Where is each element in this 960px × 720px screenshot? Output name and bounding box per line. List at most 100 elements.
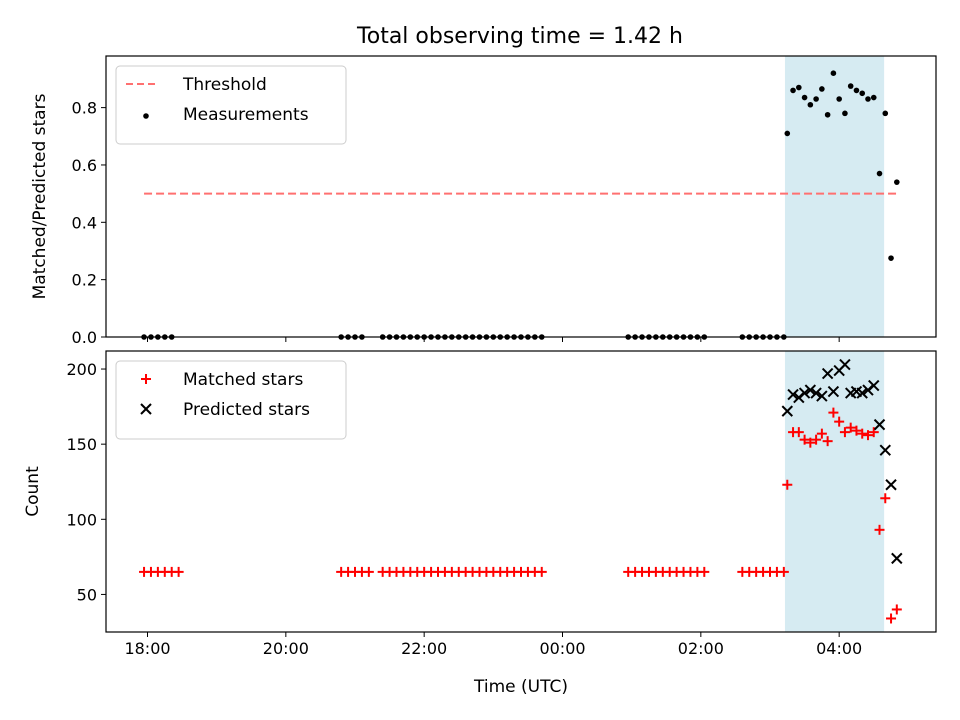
- measurement-point: [801, 94, 808, 101]
- measurement-point: [790, 87, 796, 94]
- measurement-point: [870, 94, 877, 101]
- marker-stroke: [873, 418, 886, 431]
- y-tick-label: 0.2: [72, 271, 97, 290]
- predicted-star-point: [816, 390, 828, 402]
- x-tick-label: 18:00: [124, 639, 170, 658]
- y-axis-label: Count: [23, 466, 43, 517]
- top-panel: 0.0 0.2 0.4 0.6 0.8 Matched/Predicted stars Th…: [30, 55, 937, 347]
- axes-frame: [105, 55, 937, 338]
- marker-stroke: [856, 387, 868, 399]
- matched-star-point: [880, 493, 891, 504]
- matched-star-point: [805, 437, 816, 448]
- predicted-star-point: [787, 388, 799, 401]
- measurement-point: [830, 70, 837, 77]
- marker-stroke: [810, 387, 822, 399]
- x-tick-label: 02:00: [678, 639, 724, 658]
- measurement-point: [888, 255, 894, 261]
- matched-star-point: [862, 430, 873, 441]
- matched-star-point: [799, 434, 810, 445]
- marker-stroke: [879, 444, 891, 456]
- legend-box: [115, 360, 347, 440]
- measurement-point: [859, 90, 866, 97]
- bottom-panel: 18:00 20:00 22:00 00:00 02:00 04:00 50 100 150 20…: [23, 350, 937, 697]
- y-tick-label: 0.8: [72, 99, 97, 118]
- matched-star-point: [845, 422, 856, 433]
- y-tick-label: 150: [66, 435, 97, 454]
- y-tick-label: 50: [77, 585, 97, 604]
- measurement-point: [865, 96, 871, 102]
- x-tick-label: 04:00: [816, 639, 862, 658]
- y-tick-label: 0.0: [72, 328, 97, 347]
- measurement-point: [836, 96, 842, 102]
- predicted-star-point: [868, 379, 880, 392]
- matched-star-point: [828, 407, 839, 418]
- matched-star-point: [886, 613, 897, 624]
- measurement-point: [847, 83, 854, 89]
- marker-stroke: [140, 403, 152, 415]
- predicted-star-point: [804, 384, 817, 396]
- measurement-point: [853, 87, 860, 94]
- marker-stroke: [821, 367, 834, 380]
- matched-star-point: [173, 566, 184, 577]
- marker-stroke: [816, 390, 828, 402]
- matched-star-point: [834, 416, 845, 427]
- predicted-star-point: [891, 552, 903, 565]
- figure-title: Total observing time = 1.42 h: [356, 24, 683, 49]
- x-tick-label: 00:00: [539, 639, 585, 658]
- predicted-star-point: [781, 405, 793, 417]
- predicted-star-point: [879, 444, 891, 456]
- marker-stroke: [885, 479, 897, 491]
- legend-swatch: [141, 374, 151, 384]
- measurement-point: [894, 179, 900, 185]
- y-tick-label: 0.4: [72, 213, 97, 232]
- measurement-point: [819, 86, 825, 92]
- predicted-star-point: [827, 385, 840, 398]
- matched-star-point: [868, 427, 879, 438]
- predicted-star-point: [856, 387, 868, 399]
- legend-label: Threshold: [182, 75, 267, 95]
- x-tick-label: 20:00: [263, 639, 309, 658]
- observing-window-shade: [784, 56, 885, 337]
- legend-swatch: [140, 403, 152, 415]
- matched-star-point: [839, 427, 850, 438]
- measurement-point: [876, 170, 883, 177]
- marker-stroke: [868, 379, 880, 392]
- marker-stroke: [891, 552, 903, 565]
- matched-star-point: [851, 425, 862, 436]
- y-tick-label: 0.6: [72, 156, 97, 175]
- marker-stroke: [850, 385, 863, 398]
- measurement-point: [807, 101, 814, 108]
- matched-star-point: [782, 479, 793, 490]
- measurement-point: [796, 84, 802, 91]
- observing-window-shade: [784, 351, 885, 632]
- legend: Matched stars Predicted stars: [115, 360, 347, 440]
- legend-swatch: [143, 113, 149, 119]
- x-axis-label: Time (UTC): [473, 677, 568, 697]
- y-tick-label: 100: [66, 510, 97, 529]
- marker-stroke: [827, 385, 840, 398]
- matched-star-point: [822, 436, 833, 447]
- predicted-star-point: [810, 387, 822, 399]
- axes-frame: [105, 350, 937, 633]
- predicted-star-point: [798, 387, 811, 399]
- y-tick-label: 200: [66, 360, 97, 379]
- matched-star-point: [778, 566, 789, 577]
- measurement-point: [784, 130, 791, 137]
- matched-star-point: [793, 427, 804, 438]
- x-tick-label: 22:00: [401, 639, 447, 658]
- legend-label: Measurements: [183, 105, 309, 125]
- matched-star-point: [857, 428, 868, 439]
- marker-stroke: [781, 405, 793, 417]
- marker-stroke: [798, 387, 811, 399]
- measurement-point: [842, 110, 848, 117]
- predicted-star-point: [873, 418, 886, 431]
- marker-stroke: [787, 388, 799, 401]
- y-axis-label: Matched/Predicted stars: [30, 93, 50, 299]
- measurement-point: [882, 110, 889, 117]
- predicted-star-point: [839, 358, 851, 371]
- predicted-star-point: [885, 479, 897, 491]
- matched-star-point: [874, 524, 885, 535]
- legend-box: [115, 65, 347, 145]
- predicted-star-point: [821, 367, 834, 380]
